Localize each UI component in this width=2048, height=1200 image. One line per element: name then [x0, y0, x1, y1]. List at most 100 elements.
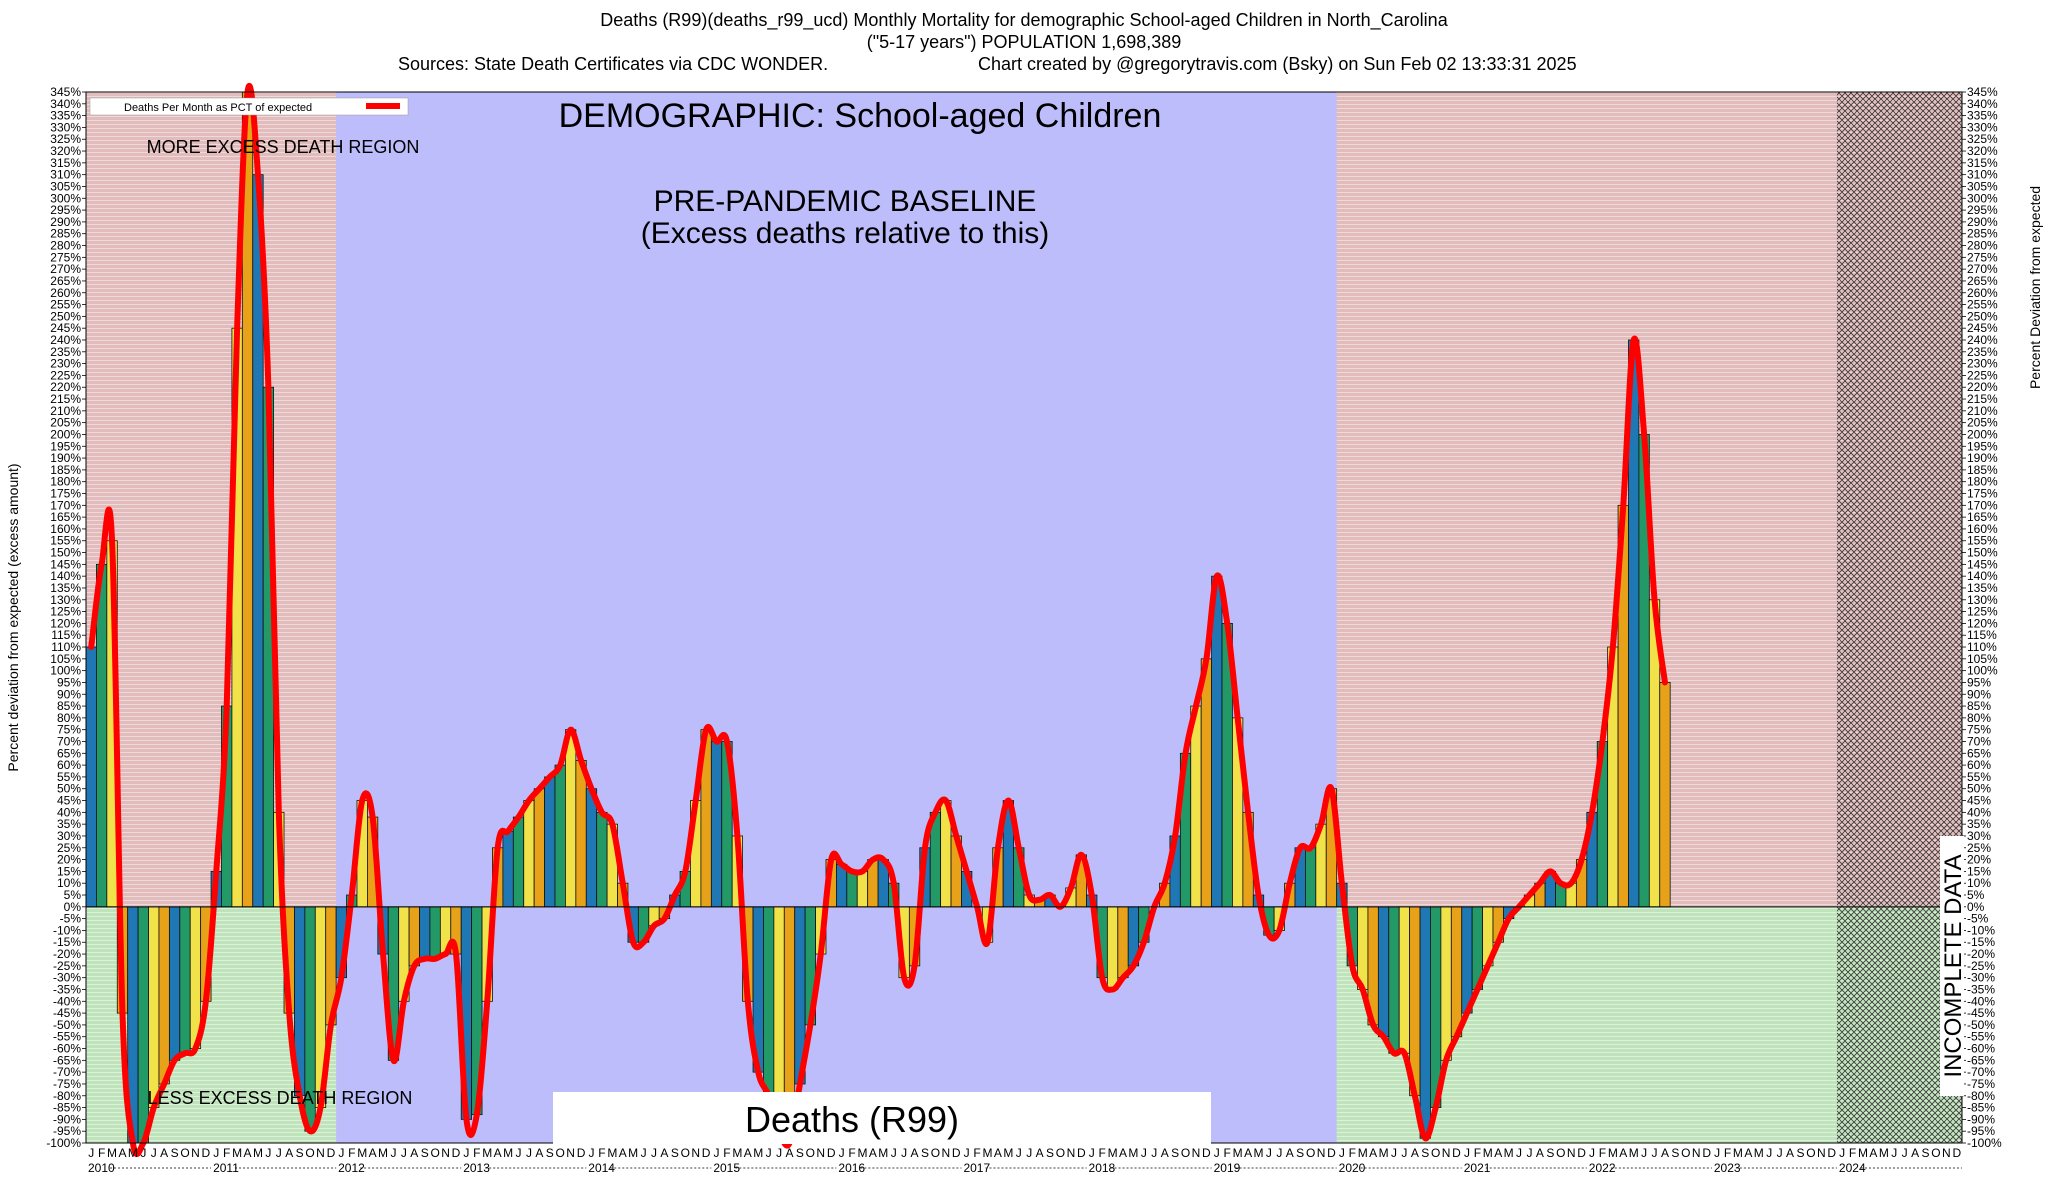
y-tick-label-right: 165% — [1967, 510, 1998, 524]
y-tick-label-right: 230% — [1967, 357, 1998, 371]
x-tick-label: J — [651, 1146, 657, 1160]
x-tick-label: J — [1777, 1146, 1783, 1160]
x-tick-label: F — [223, 1146, 230, 1160]
x-tick-label: F — [1098, 1146, 1105, 1160]
x-tick-label: J — [1339, 1146, 1345, 1160]
x-tick-label: J — [526, 1146, 532, 1160]
y-tick-label: 45% — [57, 794, 81, 808]
y-tick-label: 105% — [50, 652, 81, 666]
y-tick-label: -85% — [53, 1101, 81, 1115]
x-year-label: 2016 — [838, 1161, 865, 1175]
x-tick-label: J — [1391, 1146, 1397, 1160]
y-tick-label: -95% — [53, 1124, 81, 1138]
x-tick-label: A — [535, 1146, 543, 1160]
y-tick-label-right: 315% — [1967, 156, 1998, 170]
x-tick-label: A — [1494, 1146, 1502, 1160]
x-tick-label: N — [441, 1146, 450, 1160]
x-tick-label: M — [732, 1146, 742, 1160]
y-tick-label: 300% — [50, 191, 81, 205]
x-tick-label: S — [1171, 1146, 1179, 1160]
y-tick-label: 195% — [50, 439, 81, 453]
x-tick-label: A — [1869, 1146, 1877, 1160]
y-tick-label-right: 160% — [1967, 522, 1998, 536]
y-tick-label-right: 190% — [1967, 451, 1998, 465]
y-tick-label: 315% — [50, 156, 81, 170]
y-tick-label: 165% — [50, 510, 81, 524]
x-tick-label: S — [1046, 1146, 1054, 1160]
y-tick-label: 65% — [57, 746, 81, 760]
x-tick-label: J — [839, 1146, 845, 1160]
x-tick-label: M — [232, 1146, 242, 1160]
y-tick-label: 55% — [57, 770, 81, 784]
x-tick-label: M — [1754, 1146, 1764, 1160]
x-tick-label: D — [827, 1146, 836, 1160]
x-tick-label: N — [1442, 1146, 1451, 1160]
x-tick-label: F — [1349, 1146, 1356, 1160]
x-tick-label: A — [869, 1146, 877, 1160]
y-tick-label-right: 240% — [1967, 333, 1998, 347]
x-tick-label: F — [1474, 1146, 1481, 1160]
y-tick-label: 260% — [50, 286, 81, 300]
x-tick-label: J — [265, 1146, 271, 1160]
x-tick-label: A — [1119, 1146, 1127, 1160]
y-tick-label-right: 200% — [1967, 427, 1998, 441]
x-tick-label: J — [714, 1146, 720, 1160]
y-tick-label: 230% — [50, 357, 81, 371]
x-tick-label: J — [1089, 1146, 1095, 1160]
y-tick-label-right: 110% — [1967, 640, 1997, 654]
y-tick-label: 75% — [57, 723, 81, 737]
y-tick-label: 215% — [50, 392, 81, 406]
x-tick-label: S — [1671, 1146, 1679, 1160]
y-tick-label-right: 100% — [1967, 664, 1998, 678]
x-tick-label: J — [1526, 1146, 1532, 1160]
x-year-label: 2024 — [1839, 1161, 1866, 1175]
y-tick-label-right: 250% — [1967, 309, 1998, 323]
x-tick-label: N — [566, 1146, 575, 1160]
x-tick-label: A — [1619, 1146, 1627, 1160]
x-tick-label: S — [1296, 1146, 1304, 1160]
x-tick-label: J — [641, 1146, 647, 1160]
x-tick-label: A — [410, 1146, 418, 1160]
x-tick-label: J — [588, 1146, 594, 1160]
bar — [585, 788, 598, 908]
y-tick-label-right: 140% — [1967, 569, 1998, 583]
y-tick-label: 0% — [64, 900, 82, 914]
x-tick-label: J — [338, 1146, 344, 1160]
y-tick-label-right: -80% — [1967, 1089, 1995, 1103]
x-tick-label: N — [816, 1146, 825, 1160]
y-tick-label: -15% — [53, 935, 81, 949]
incomplete-label-box — [1940, 836, 1964, 1096]
y-tick-label: 250% — [50, 309, 81, 323]
y-tick-label: 340% — [50, 97, 81, 111]
y-tick-label: 185% — [50, 463, 81, 477]
x-tick-label: J — [390, 1146, 396, 1160]
y-tick-label-right: 30% — [1967, 829, 1991, 843]
y-tick-label: 175% — [50, 487, 81, 501]
y-tick-label-right: 260% — [1967, 286, 1998, 300]
x-tick-label: J — [891, 1146, 897, 1160]
x-tick-label: J — [1401, 1146, 1407, 1160]
x-tick-label: J — [1839, 1146, 1845, 1160]
y-tick-label-right: 180% — [1967, 475, 1998, 489]
x-tick-label: S — [296, 1146, 304, 1160]
y-tick-label: 245% — [50, 321, 81, 335]
x-tick-label: J — [1214, 1146, 1220, 1160]
x-tick-label: F — [973, 1146, 980, 1160]
x-tick-label: D — [702, 1146, 711, 1160]
y-tick-label-right: 325% — [1967, 132, 1998, 146]
y-tick-label-right: 75% — [1967, 723, 1991, 737]
y-tick-label-right: 245% — [1967, 321, 1998, 335]
chart-credit: Chart created by @gregorytravis.com (Bsk… — [978, 54, 1577, 74]
y-tick-label-right: 80% — [1967, 711, 1991, 725]
y-tick-label-right: -40% — [1967, 994, 1995, 1008]
x-tick-label: J — [88, 1146, 94, 1160]
x-tick-label: F — [98, 1146, 105, 1160]
y-tick-label-right: 300% — [1967, 191, 1998, 205]
y-tick-label: -40% — [53, 994, 81, 1008]
y-tick-label: 205% — [50, 416, 81, 430]
x-year-label: 2017 — [963, 1161, 990, 1175]
x-tick-label: N — [1067, 1146, 1076, 1160]
baseline-label: PRE-PANDEMIC BASELINE — [654, 185, 1037, 218]
bar — [158, 906, 170, 1085]
